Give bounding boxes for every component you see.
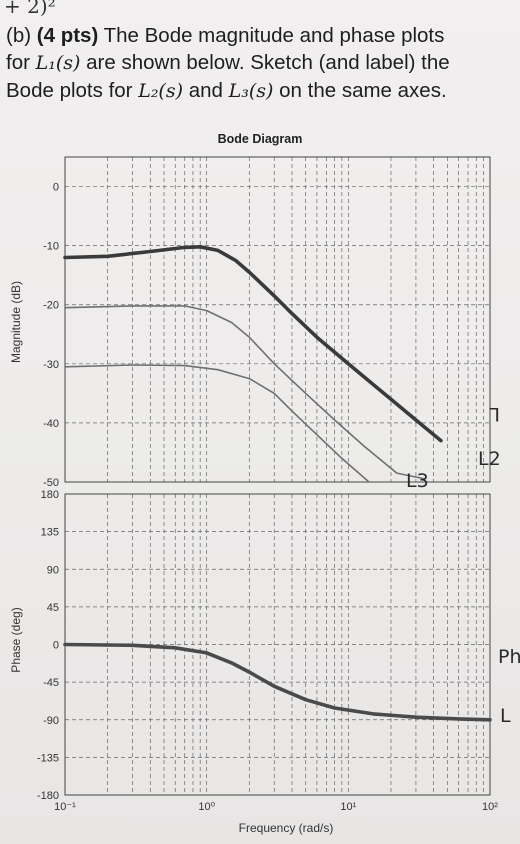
magnitude-curve-l2 [64,305,427,480]
chart-title: Bode Diagram [218,132,303,146]
handwritten-phase-label-L: L [500,705,511,727]
phase-tick-label: 135 [41,527,59,539]
math-L3: L₃(s) [228,80,274,102]
phase-tick-label: -90 [43,715,59,727]
statement-line-3a: Bode plots for [6,79,139,102]
phase-tick-label: -135 [37,752,59,764]
magnitude-tick-label: -40 [43,418,59,430]
frequency-axis-label: Frequency (rad/s) [239,821,334,835]
phase-tick-label: 90 [47,564,59,576]
frequency-tick-label: 10⁰ [198,801,215,813]
frequency-tick-label: 10⁻¹ [54,801,76,813]
phase-tick-label: -45 [43,677,59,689]
statement-line-3c: on the same axes. [273,79,447,102]
phase-tick-label: 45 [47,602,59,614]
handwritten-label-L3: L3 [406,470,429,492]
phase-tick-label: 0 [53,640,59,652]
statement-line-1: The Bode magnitude and phase plots [103,24,445,47]
frequency-tick-label: 10¹ [340,801,356,813]
previous-equation-fragment: + 2)² [4,0,56,18]
magnitude-curve-l1 [63,245,443,443]
part-label: (b) [6,24,32,47]
phase-tick-label: 180 [41,489,59,501]
frequency-tick-label: 10² [482,801,498,813]
magnitude-curves [63,245,443,483]
magnitude-curve-l3 [64,364,370,483]
magnitude-plot-frame [64,156,491,483]
phase-grid [65,494,490,795]
magnitude-axis-label: Magnitude (dB) [9,281,23,363]
problem-statement: (b) (4 pts) The Bode magnitude and phase… [6,22,518,105]
handwritten-label-L2: L2 [478,448,501,470]
statement-line-2a: for [6,51,36,74]
magnitude-tick-label: -50 [43,477,59,489]
points-label: (4 pts) [36,24,99,47]
phase-tick-label: -180 [37,790,59,802]
handwritten-phase-note: Ph [498,646,520,668]
statement-line-2b: are shown below. Sketch (and label) the [80,51,450,74]
magnitude-tick-label: 0 [53,182,59,194]
magnitude-tick-label: -30 [43,359,59,371]
magnitude-tick-label: -10 [43,241,59,253]
phase-axis-label: Phase (deg) [9,607,23,672]
magnitude-grid [65,157,490,482]
phase-curve-l1 [63,642,492,722]
math-L2: L₂(s) [138,80,184,102]
handwritten-label-L1: L [489,403,500,425]
phase-curves [63,642,492,722]
math-L1: L₁(s) [35,52,81,74]
statement-line-3b: and [183,79,229,102]
magnitude-tick-label: -20 [43,300,59,312]
